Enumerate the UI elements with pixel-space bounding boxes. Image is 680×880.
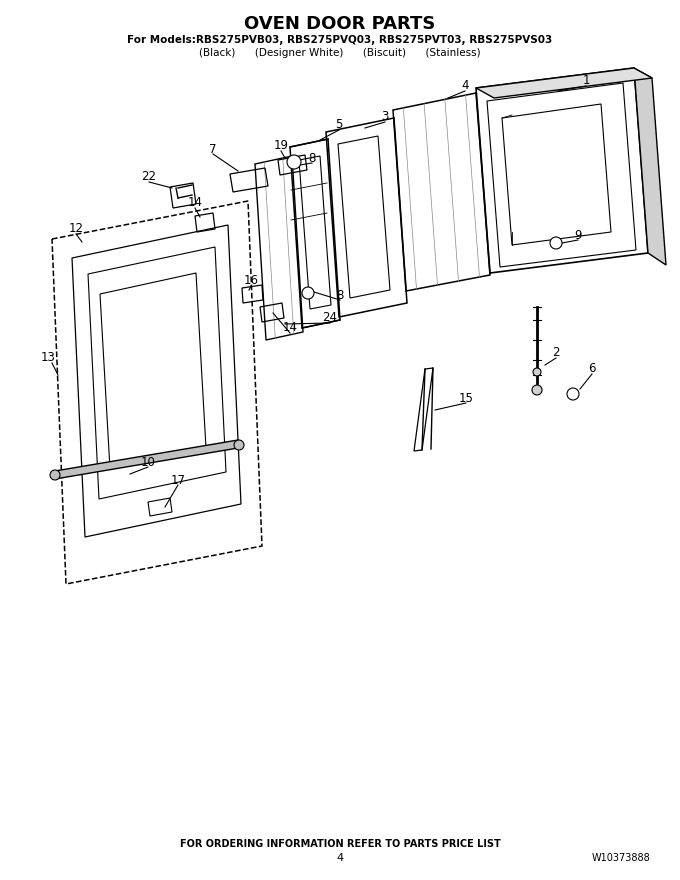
Text: 15: 15 (458, 392, 473, 405)
Text: 5: 5 (335, 118, 343, 130)
Text: W10373888: W10373888 (591, 853, 650, 863)
Polygon shape (52, 440, 240, 479)
Text: 16: 16 (243, 274, 258, 287)
Text: 3: 3 (381, 109, 389, 122)
Text: 4: 4 (337, 853, 343, 863)
Text: 13: 13 (41, 350, 56, 363)
Text: For Models:RBS275PVB03, RBS275PVQ03, RBS275PVT03, RBS275PVS03: For Models:RBS275PVB03, RBS275PVQ03, RBS… (127, 35, 553, 45)
Text: 10: 10 (141, 456, 156, 468)
Text: 1: 1 (582, 74, 590, 86)
Text: FOR ORDERING INFORMATION REFER TO PARTS PRICE LIST: FOR ORDERING INFORMATION REFER TO PARTS … (180, 839, 500, 849)
Text: 8: 8 (337, 289, 343, 302)
Text: 12: 12 (69, 222, 84, 234)
Text: 17: 17 (171, 473, 186, 487)
Text: 19: 19 (273, 138, 288, 151)
Circle shape (567, 388, 579, 400)
Polygon shape (634, 68, 666, 265)
Circle shape (550, 237, 562, 249)
Text: 14: 14 (282, 320, 298, 334)
Circle shape (50, 470, 60, 480)
Text: OVEN DOOR PARTS: OVEN DOOR PARTS (244, 15, 436, 33)
Circle shape (302, 287, 314, 299)
Text: 4: 4 (461, 78, 469, 92)
Text: 7: 7 (209, 143, 217, 156)
Text: 2: 2 (552, 346, 560, 358)
Text: 8: 8 (308, 151, 316, 165)
Text: 9: 9 (574, 229, 582, 241)
Polygon shape (476, 68, 652, 98)
Text: 22: 22 (141, 170, 156, 182)
Text: 6: 6 (588, 362, 596, 375)
Circle shape (532, 385, 542, 395)
Text: 14: 14 (188, 195, 203, 209)
Circle shape (287, 155, 301, 169)
Text: 24: 24 (322, 311, 337, 324)
Text: (Black)      (Designer White)      (Biscuit)      (Stainless): (Black) (Designer White) (Biscuit) (Stai… (199, 48, 481, 58)
Circle shape (533, 368, 541, 376)
Circle shape (234, 440, 244, 450)
